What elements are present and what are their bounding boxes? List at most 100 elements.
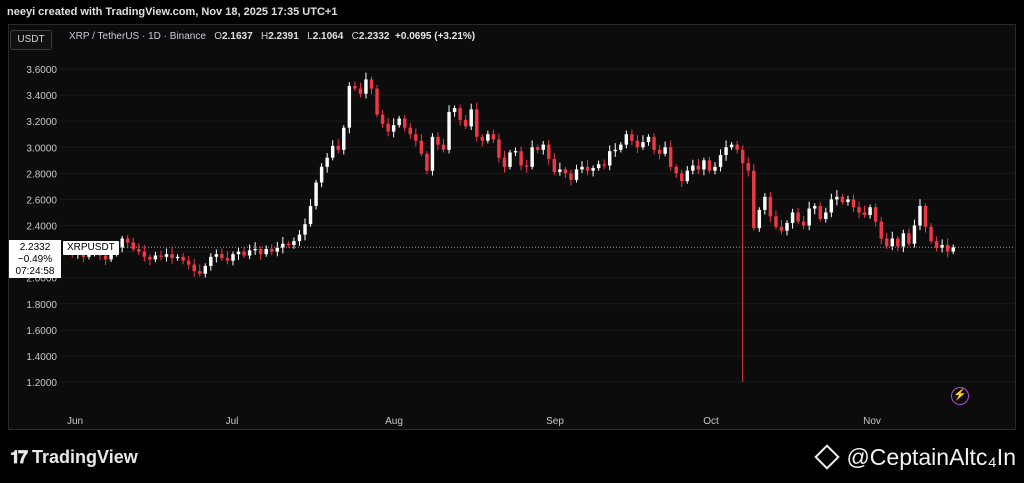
candle-body: [630, 134, 634, 141]
candle-body: [680, 173, 684, 182]
candle-body: [934, 241, 939, 248]
y-tick-label: 3.2000: [26, 117, 57, 128]
candle-body: [774, 216, 778, 227]
candle-body: [369, 79, 374, 89]
candle-body: [408, 127, 412, 135]
candle-body: [513, 151, 518, 153]
low-label: L: [307, 31, 313, 42]
candle-body: [558, 169, 562, 173]
candle-body: [813, 205, 817, 209]
candle-body: [253, 248, 257, 251]
candle-body: [729, 144, 734, 148]
candle-body: [475, 109, 479, 137]
currency-unit-button[interactable]: USDT: [10, 30, 52, 50]
tradingview-logo: 𝟏𝟕 TradingView: [10, 447, 138, 468]
candle-body: [258, 248, 263, 255]
candle-body: [668, 147, 673, 167]
candle-body: [397, 118, 401, 126]
candle-body: [270, 248, 274, 252]
candle-body: [491, 134, 496, 140]
candle-body: [347, 85, 352, 128]
candle-body: [530, 147, 534, 167]
y-tick-label: 1.6000: [26, 326, 57, 337]
candle-body: [619, 144, 623, 150]
candle-body: [835, 196, 839, 200]
y-tick-label: 1.2000: [26, 378, 57, 389]
candle-body: [109, 252, 113, 260]
candle-body: [591, 168, 595, 171]
y-tick-label: 1.8000: [26, 300, 57, 311]
candle-body: [657, 149, 662, 154]
candle-body: [707, 160, 712, 171]
candle-body: [757, 209, 762, 229]
candle-body: [380, 114, 385, 124]
high-value: 2.2391: [268, 31, 299, 42]
candle-body: [186, 260, 191, 265]
candle-body: [175, 256, 180, 259]
candle-body: [303, 224, 307, 235]
x-tick-label: Jul: [226, 416, 239, 427]
chart-credit-header: neeyi created with TradingView.com, Nov …: [7, 6, 338, 18]
candle-body: [929, 226, 933, 242]
candle-body: [242, 251, 246, 256]
candle-body: [718, 155, 723, 167]
candle-body: [596, 164, 601, 169]
candle-body: [225, 258, 230, 261]
candle-body: [940, 245, 944, 248]
candle-body: [192, 264, 196, 272]
candle-body: [602, 164, 606, 166]
low-value: 2.1064: [312, 31, 344, 42]
candle-body: [613, 149, 617, 152]
candle-body: [247, 250, 252, 256]
candle-body: [580, 166, 584, 170]
x-tick-label: Oct: [703, 416, 719, 427]
candle-body: [724, 147, 728, 156]
y-tick-label: 2.8000: [26, 169, 57, 180]
candle-body: [137, 248, 141, 252]
candle-body: [458, 108, 462, 120]
candle-body: [330, 145, 335, 158]
candle-body: [763, 196, 767, 210]
candle-body: [436, 136, 440, 145]
candle-body: [203, 265, 207, 274]
candles: [65, 72, 955, 382]
chart-panel[interactable]: [8, 24, 1016, 430]
candle-body: [796, 212, 800, 222]
candle-body: [807, 208, 811, 226]
candle-body: [486, 134, 490, 141]
y-tick-label: 3.0000: [26, 143, 57, 154]
candle-body: [779, 226, 784, 231]
x-tick-label: Sep: [546, 416, 564, 427]
candle-body: [696, 165, 701, 170]
candle-body: [801, 221, 806, 226]
candle-body: [325, 157, 329, 167]
candle-body: [336, 145, 340, 150]
candle-body: [702, 160, 706, 170]
candle-body: [608, 151, 612, 166]
candle-body: [873, 207, 878, 222]
candle-body: [425, 153, 429, 171]
candle-body: [170, 254, 174, 259]
y-tick-label: 2.6000: [26, 195, 57, 206]
candle-body: [818, 205, 822, 219]
candle-body: [308, 205, 313, 225]
candle-body: [840, 196, 845, 203]
candle-body: [641, 142, 645, 148]
candle-body: [142, 251, 147, 257]
candle-body: [463, 119, 468, 127]
candle-body: [524, 165, 529, 167]
candle-body: [752, 170, 756, 229]
candle-body: [342, 127, 346, 150]
binance-diamond-icon: [814, 444, 841, 470]
candle-body: [125, 238, 130, 243]
candle-body: [358, 88, 363, 94]
lightning-icon[interactable]: ⚡: [951, 387, 969, 405]
candle-body: [198, 271, 202, 274]
candle-body: [375, 88, 379, 115]
candle-body: [236, 251, 241, 255]
candle-body: [646, 136, 651, 143]
candle-body: [685, 170, 690, 182]
candle-body: [868, 207, 872, 216]
x-tick-label: Jun: [67, 416, 83, 427]
